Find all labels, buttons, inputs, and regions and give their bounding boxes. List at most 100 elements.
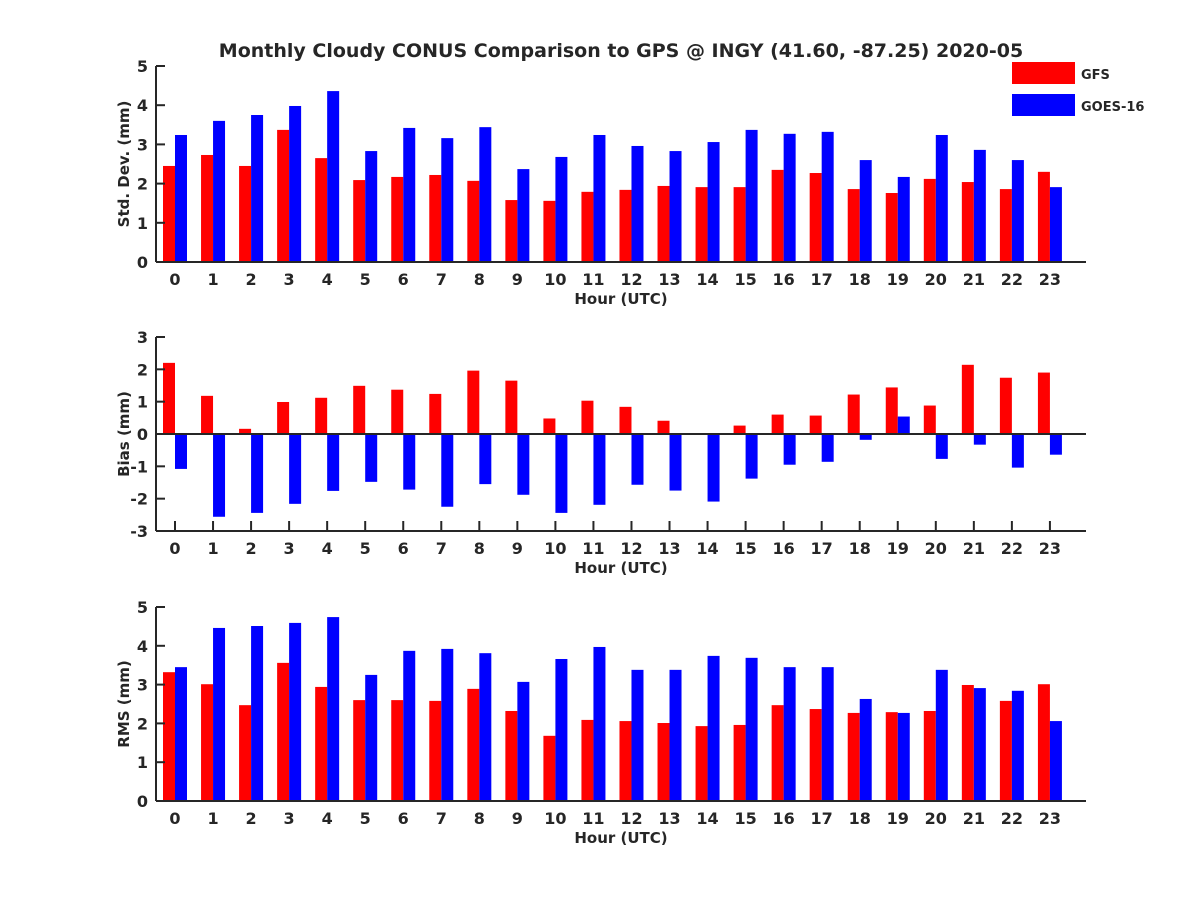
bias-bar-goes16-hour-10 xyxy=(555,434,568,513)
std-dev-bar-goes16-hour-11 xyxy=(593,134,606,262)
bias-bar-gfs-hour-3 xyxy=(277,401,290,434)
bias-x-tick-label: 10 xyxy=(544,539,566,558)
rms-x-tick-label: 13 xyxy=(658,809,680,828)
rms-bar-goes16-hour-16 xyxy=(783,667,796,801)
std-dev-x-tick-label: 17 xyxy=(811,270,833,289)
rms-bar-gfs-hour-6 xyxy=(391,700,404,801)
rms-y-tick-label: 0 xyxy=(137,792,148,811)
std-dev-bar-goes16-hour-13 xyxy=(669,151,682,262)
std-dev-y-tick-label: 3 xyxy=(137,135,148,154)
rms-y-tick-label: 3 xyxy=(137,676,148,695)
std-dev-y-tick-label: 2 xyxy=(137,175,148,194)
bias-bar-gfs-hour-11 xyxy=(581,400,594,434)
bias-bar-gfs-hour-10 xyxy=(543,418,556,434)
rms-y-tick-label: 2 xyxy=(137,714,148,733)
rms-bar-gfs-hour-2 xyxy=(239,705,252,801)
rms-bar-gfs-hour-3 xyxy=(277,662,290,801)
std-dev-x-tick-label: 21 xyxy=(963,270,985,289)
rms-x-tick-label: 23 xyxy=(1039,809,1061,828)
rms-bar-gfs-hour-12 xyxy=(619,721,632,801)
std-dev-x-tick-label: 18 xyxy=(849,270,871,289)
std-dev-bar-gfs-hour-23 xyxy=(1037,171,1050,262)
rms-x-tick-label: 21 xyxy=(963,809,985,828)
std-dev-y-tick-label: 4 xyxy=(137,96,148,115)
rms-y-tick-label: 1 xyxy=(137,753,148,772)
rms-bar-goes16-hour-10 xyxy=(555,658,568,801)
bias-x-tick-label: 15 xyxy=(734,539,756,558)
rms-x-tick-label: 4 xyxy=(322,809,333,828)
rms-bar-goes16-hour-20 xyxy=(935,669,948,801)
bias-y-tick-label: -2 xyxy=(130,490,148,509)
bias-x-axis-label: Hour (UTC) xyxy=(574,559,667,577)
std-dev-bar-gfs-hour-0 xyxy=(163,165,175,262)
bias-y-tick-label: 3 xyxy=(137,328,148,347)
bias-bar-gfs-hour-17 xyxy=(809,415,822,434)
rms-bar-goes16-hour-0 xyxy=(175,667,187,801)
legend-swatch-goes16 xyxy=(1012,94,1075,116)
rms-bar-gfs-hour-9 xyxy=(505,710,518,801)
std-dev-bar-goes16-hour-12 xyxy=(631,145,644,262)
std-dev-bar-gfs-hour-3 xyxy=(277,129,290,262)
std-dev-x-tick-label: 2 xyxy=(246,270,257,289)
rms-bar-gfs-hour-15 xyxy=(733,724,746,801)
std-dev-bar-goes16-hour-4 xyxy=(327,91,340,262)
bias-bar-goes16-hour-23 xyxy=(1049,434,1062,455)
bias-bar-gfs-hour-2 xyxy=(239,428,252,434)
bias-bar-goes16-hour-19 xyxy=(897,416,910,434)
bias-bar-gfs-hour-8 xyxy=(467,370,480,434)
rms-x-tick-label: 15 xyxy=(734,809,756,828)
rms-x-tick-label: 17 xyxy=(811,809,833,828)
rms-bar-goes16-hour-7 xyxy=(441,648,454,801)
rms-x-tick-label: 5 xyxy=(360,809,371,828)
std-dev-bar-goes16-hour-18 xyxy=(859,160,872,262)
rms-bar-goes16-hour-6 xyxy=(403,650,416,801)
rms-bar-goes16-hour-2 xyxy=(251,626,264,801)
rms-bar-goes16-hour-15 xyxy=(745,657,758,801)
std-dev-bar-gfs-hour-9 xyxy=(505,200,518,262)
rms-bar-gfs-hour-1 xyxy=(201,684,214,801)
bias-bar-goes16-hour-0 xyxy=(175,434,187,469)
bias-bar-gfs-hour-16 xyxy=(771,414,784,434)
std-dev-x-tick-label: 15 xyxy=(734,270,756,289)
bias-bar-goes16-hour-12 xyxy=(631,434,644,485)
std-dev-x-tick-label: 12 xyxy=(620,270,642,289)
bias-y-tick-label: 2 xyxy=(137,360,148,379)
bias-bar-gfs-hour-19 xyxy=(885,387,898,434)
rms-x-axis-label: Hour (UTC) xyxy=(574,829,667,847)
std-dev-bar-goes16-hour-1 xyxy=(213,120,226,262)
std-dev-bar-gfs-hour-19 xyxy=(885,193,898,262)
std-dev-bar-goes16-hour-7 xyxy=(441,138,454,262)
rms-y-tick-label: 5 xyxy=(137,598,148,617)
std-dev-x-axis-label: Hour (UTC) xyxy=(574,290,667,308)
rms-bar-gfs-hour-8 xyxy=(467,688,480,801)
std-dev-bar-gfs-hour-2 xyxy=(239,165,252,262)
rms-bar-gfs-hour-16 xyxy=(771,705,784,801)
std-dev-bar-gfs-hour-8 xyxy=(467,180,480,262)
bias-bar-goes16-hour-7 xyxy=(441,434,454,507)
bias-x-tick-label: 22 xyxy=(1001,539,1023,558)
bias-y-tick-label: -3 xyxy=(130,522,148,541)
rms-x-tick-label: 0 xyxy=(169,809,180,828)
bias-bar-gfs-hour-22 xyxy=(999,377,1012,434)
bias-bar-gfs-hour-7 xyxy=(429,393,442,434)
std-dev-bar-goes16-hour-14 xyxy=(707,142,720,262)
legend: GFS GOES-16 xyxy=(1012,62,1144,116)
std-dev-x-tick-label: 4 xyxy=(322,270,333,289)
rms-x-tick-label: 20 xyxy=(925,809,947,828)
rms-y-axis-label: RMS (mm) xyxy=(115,660,133,747)
std-dev-x-tick-label: 23 xyxy=(1039,270,1061,289)
rms-x-tick-label: 6 xyxy=(398,809,409,828)
bias-y-tick-label: 0 xyxy=(137,425,148,444)
legend-label-gfs: GFS xyxy=(1081,68,1110,83)
rms-bar-gfs-hour-19 xyxy=(885,712,898,801)
std-dev-bar-gfs-hour-16 xyxy=(771,169,784,262)
rms-y-tick-label: 4 xyxy=(137,637,148,656)
std-dev-bar-goes16-hour-5 xyxy=(365,151,378,262)
rms-bar-goes16-hour-23 xyxy=(1049,721,1062,801)
bias-x-tick-label: 7 xyxy=(436,539,447,558)
std-dev-x-tick-label: 16 xyxy=(773,270,795,289)
bias-x-tick-label: 4 xyxy=(322,539,333,558)
